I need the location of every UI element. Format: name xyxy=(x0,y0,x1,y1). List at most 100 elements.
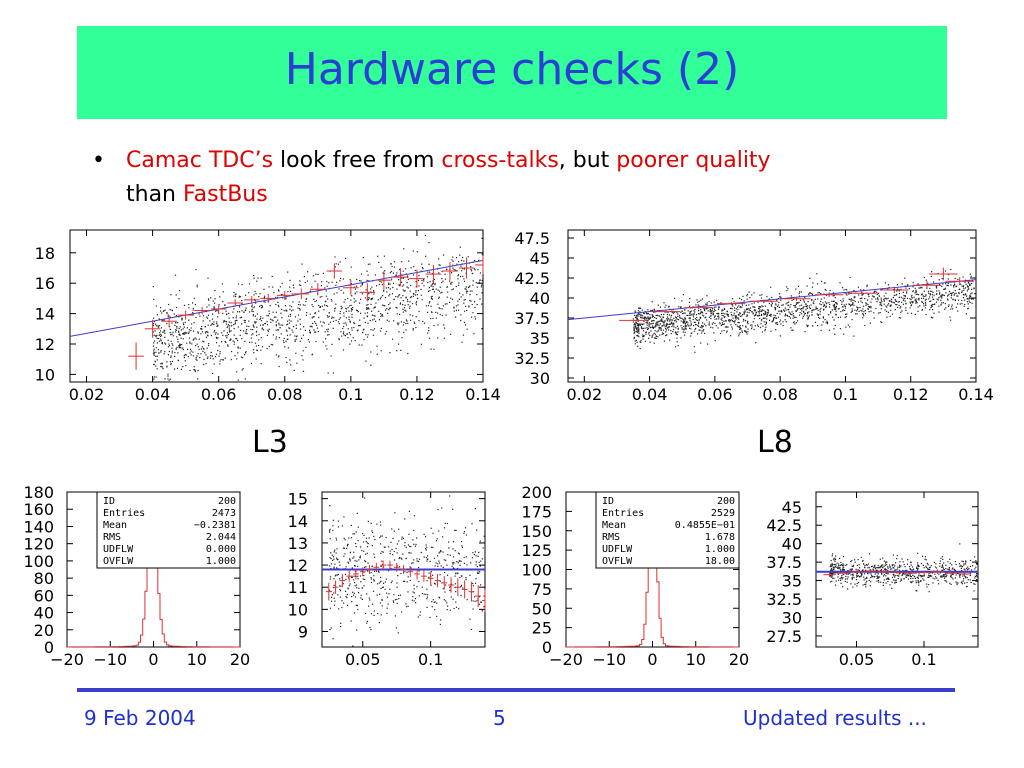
scatter-point xyxy=(196,343,198,345)
scatter-point xyxy=(806,305,808,307)
scatter-point xyxy=(704,332,706,334)
scatter-point xyxy=(910,561,912,564)
scatter-point xyxy=(884,309,886,311)
footer-date: 9 Feb 2004 xyxy=(84,706,196,730)
scatter-point xyxy=(325,305,327,307)
scatter-point xyxy=(651,320,653,322)
scatter-point xyxy=(465,290,468,292)
scatter-point xyxy=(164,342,166,344)
scatter-point xyxy=(951,568,953,570)
scatter-point xyxy=(387,570,390,572)
scatter-point xyxy=(474,269,476,271)
scatter-point xyxy=(453,306,455,308)
scatter-point xyxy=(449,280,451,282)
scatter-point xyxy=(340,585,342,587)
scatter-point xyxy=(786,286,788,288)
scatter-point xyxy=(232,324,235,326)
scatter-point xyxy=(915,582,917,584)
scatter-point xyxy=(667,323,669,326)
scatter-point xyxy=(445,314,447,316)
scatter-point xyxy=(461,270,463,272)
scatter-point xyxy=(917,565,919,567)
scatter-point xyxy=(170,363,172,365)
scatter-point xyxy=(153,334,155,336)
scatter-point xyxy=(254,300,256,302)
scatter-point xyxy=(189,369,191,372)
scatter-point xyxy=(907,575,909,577)
scatter-point xyxy=(803,300,805,302)
scatter-point xyxy=(900,579,903,581)
scatter-point xyxy=(447,291,449,293)
scatter-point xyxy=(889,566,891,568)
scatter-point xyxy=(366,620,369,622)
scatter-point xyxy=(645,322,647,324)
scatter-point xyxy=(881,305,883,307)
scatter-point xyxy=(275,296,277,298)
scatter-point xyxy=(175,294,177,296)
scatter-point xyxy=(244,340,246,342)
scatter-point xyxy=(636,315,638,318)
scatter-point xyxy=(200,348,202,350)
scatter-point xyxy=(794,323,796,325)
scatter-point xyxy=(963,287,965,289)
scatter-point xyxy=(809,277,811,279)
scatter-point xyxy=(969,565,972,568)
scatter-point xyxy=(378,283,380,286)
scatter-point xyxy=(877,298,879,300)
scatter-point xyxy=(894,309,896,311)
scatter-point xyxy=(158,340,161,342)
scatter-point xyxy=(770,330,772,332)
scatter-point xyxy=(160,363,162,365)
scatter-point xyxy=(474,306,476,308)
scatter-point xyxy=(268,286,270,288)
scatter-point xyxy=(221,332,223,334)
scatter-point xyxy=(201,328,203,330)
scatter-point xyxy=(314,312,316,314)
scatter-point xyxy=(647,313,649,315)
scatter-point xyxy=(400,572,402,575)
scatter-point xyxy=(806,325,809,328)
scatter-point xyxy=(387,312,389,314)
scatter-point xyxy=(391,278,393,280)
scatter-point xyxy=(841,569,843,571)
y-tick-label: 30 xyxy=(782,608,802,627)
scatter-point xyxy=(713,308,716,310)
scatter-point xyxy=(333,584,335,586)
scatter-point xyxy=(659,306,661,308)
scatter-point xyxy=(878,567,880,569)
scatter-point xyxy=(743,313,745,315)
scatter-point xyxy=(764,305,766,307)
scatter-point xyxy=(480,560,482,562)
y-tick-label: 18 xyxy=(35,244,55,263)
scatter-point xyxy=(290,290,292,292)
scatter-point xyxy=(289,286,291,288)
scatter-point xyxy=(402,295,404,297)
scatter-point xyxy=(295,338,297,340)
scatter-point xyxy=(361,284,363,286)
x-tick-label: 0.14 xyxy=(465,385,501,404)
scatter-point xyxy=(237,283,240,285)
scatter-point xyxy=(479,272,481,274)
scatter-point xyxy=(301,263,303,265)
scatter-point xyxy=(880,570,882,572)
scatter-point xyxy=(662,333,665,335)
scatter-point xyxy=(407,322,409,325)
scatter-point xyxy=(158,337,160,340)
scatter-point xyxy=(822,321,824,323)
scatter-point xyxy=(651,336,653,338)
scatter-point xyxy=(343,602,345,604)
scatter-point xyxy=(159,335,162,337)
scatter-point xyxy=(682,313,684,315)
scatter-point xyxy=(279,286,281,288)
scatter-point xyxy=(839,568,841,570)
scatter-point xyxy=(899,569,901,571)
scatter-point xyxy=(344,553,346,555)
scatter-point xyxy=(773,317,775,319)
scatter-point xyxy=(896,284,898,286)
scatter-point xyxy=(261,346,264,348)
scatter-point xyxy=(955,306,957,308)
scatter-point xyxy=(942,283,944,285)
scatter-point xyxy=(903,299,905,301)
scatter-point xyxy=(395,306,397,308)
